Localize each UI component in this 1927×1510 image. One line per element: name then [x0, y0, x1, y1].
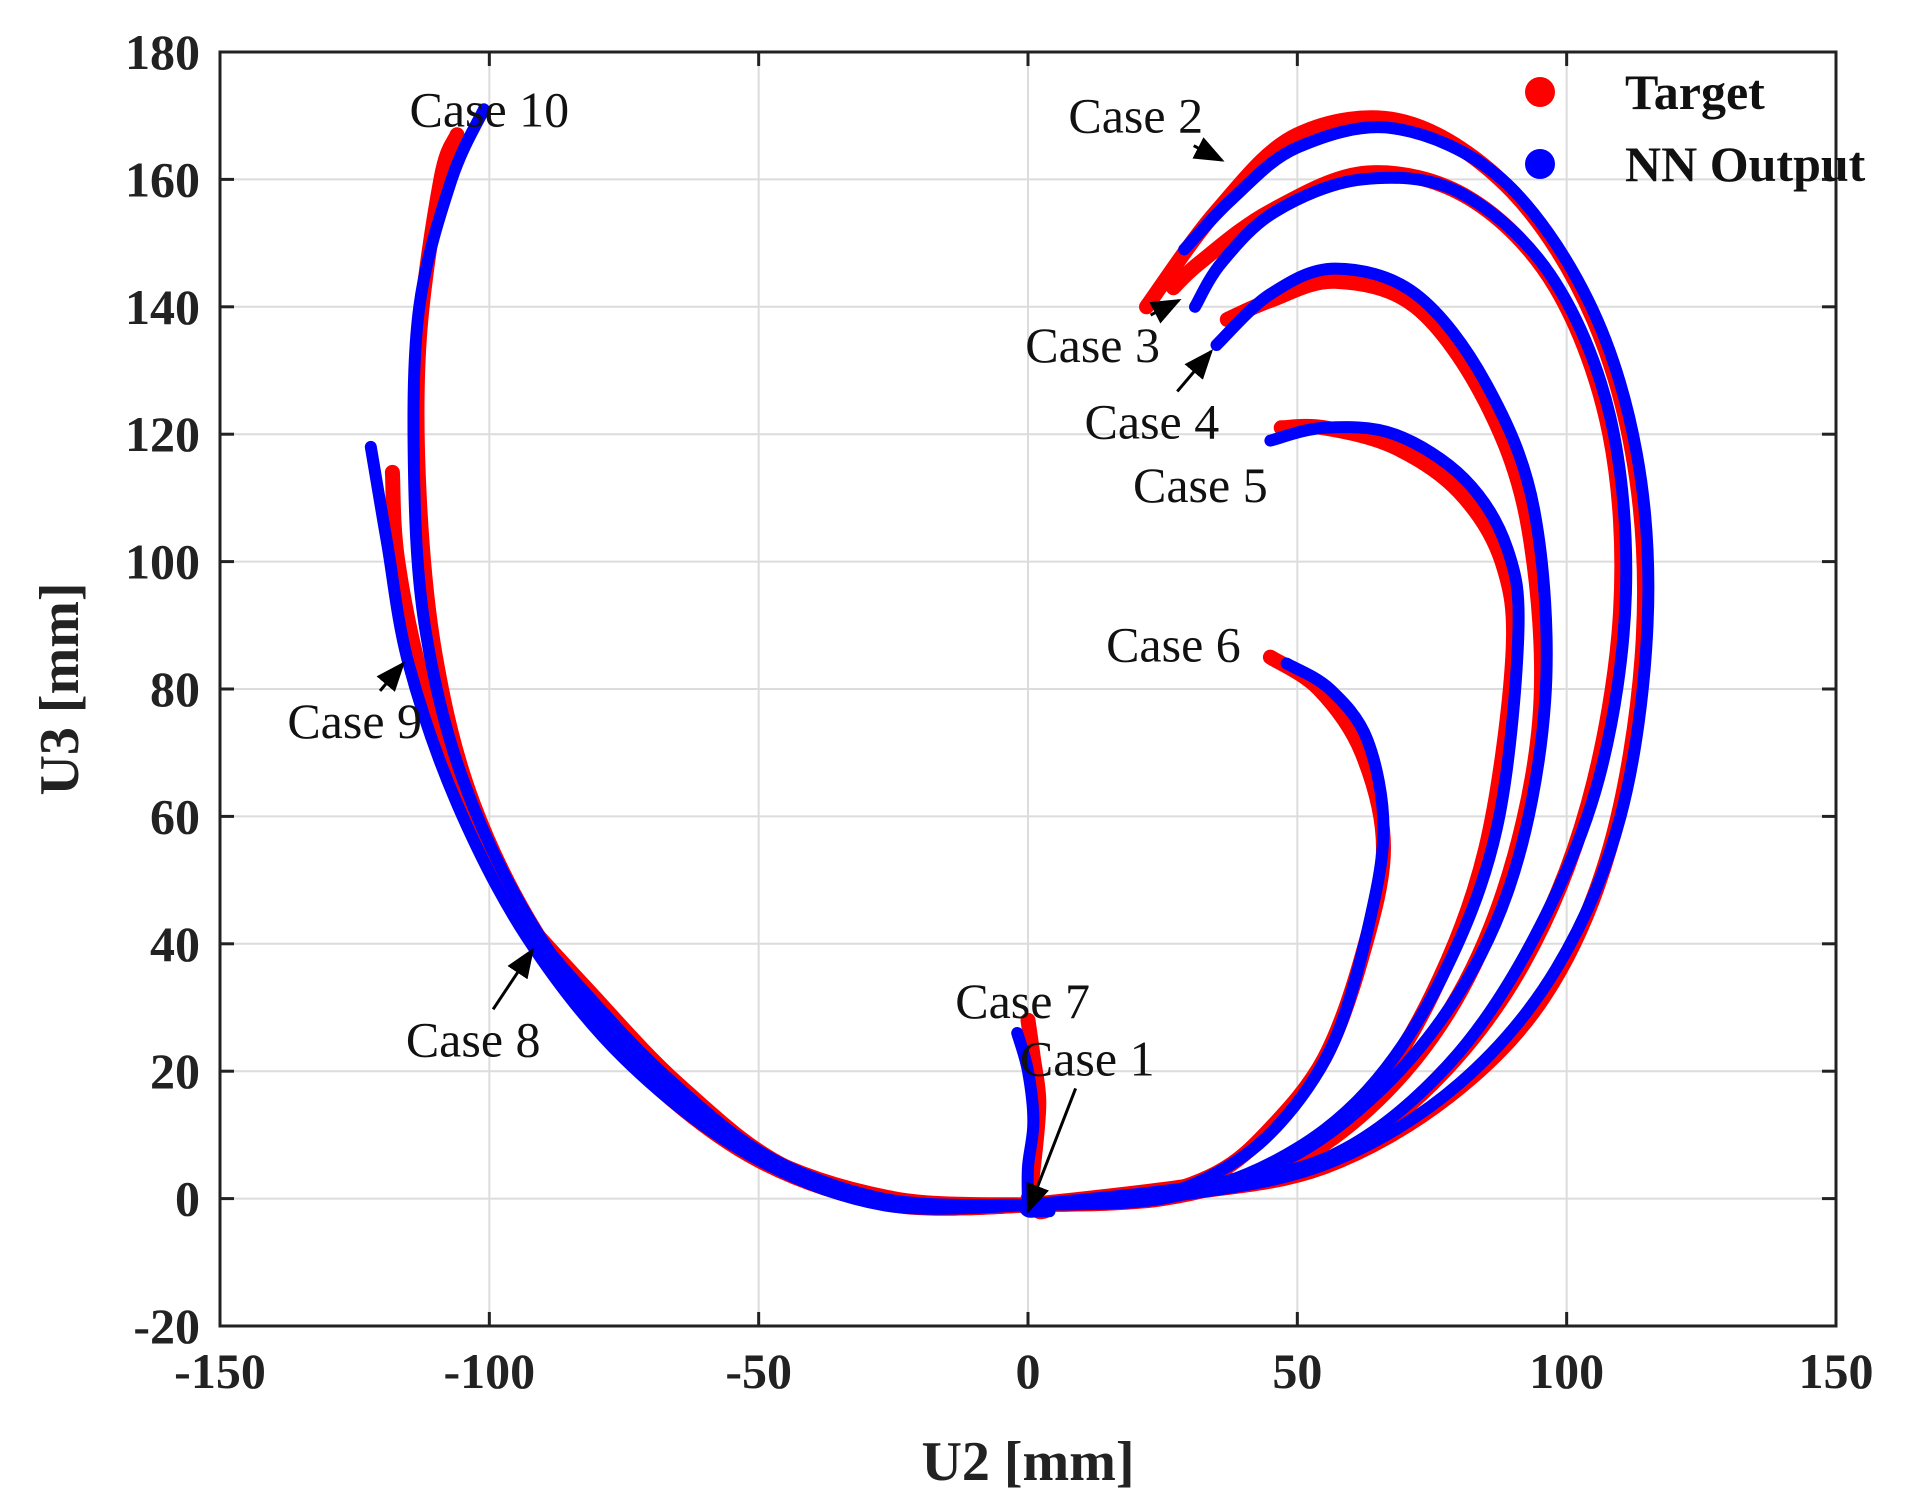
- annotation-arrow-case-1: [1026, 1087, 1078, 1215]
- annotation-case-6: Case 6: [1106, 616, 1241, 672]
- y-tick-label: 40: [150, 916, 200, 972]
- tick-labels: -150 -100 -50 0 50 100 150 -20 0 20 40 60 80 100 120 14…: [125, 24, 1874, 1399]
- y-tick-label: 20: [150, 1043, 200, 1099]
- tick-marks: [218, 50, 1838, 1328]
- x-tick-label: -50: [725, 1343, 792, 1399]
- annotation-case-5: Case 5: [1133, 457, 1268, 513]
- x-tick-label: -150: [174, 1343, 266, 1399]
- x-tick-label: 150: [1799, 1343, 1874, 1399]
- annotation-arrow-case-3: [1149, 299, 1182, 324]
- y-axis-title: U3 [mm]: [29, 582, 91, 795]
- y-tick-label: 180: [125, 24, 200, 80]
- x-tick-label: 50: [1272, 1343, 1322, 1399]
- annotation-arrow-case-4: [1176, 349, 1214, 393]
- y-tick-label: 100: [125, 534, 200, 590]
- legend-label-target: Target: [1625, 64, 1765, 120]
- annotation-case-7: Case 7: [955, 973, 1090, 1029]
- annotations: Case 10 Case 2 Case 3 Case 4 Case 5 Case 6 Cas…: [287, 81, 1268, 1215]
- annotation-case-4: Case 4: [1085, 393, 1220, 449]
- legend-label-nn-output: NN Output: [1625, 136, 1866, 192]
- legend-marker-nn-output: [1525, 149, 1555, 179]
- trajectory-case-6: [1022, 657, 1390, 1211]
- y-tick-label: 160: [125, 151, 200, 207]
- trajectory-case-7: [1011, 1027, 1040, 1211]
- annotation-case-2: Case 2: [1068, 88, 1203, 144]
- x-tick-label: 100: [1529, 1343, 1604, 1399]
- annotation-arrow-case-8: [491, 947, 535, 1011]
- legend: Target NN Output: [1525, 64, 1866, 192]
- trajectory-case-3: [1022, 171, 1633, 1211]
- annotation-case-10: Case 10: [409, 81, 569, 137]
- annotation-case-3: Case 3: [1025, 317, 1160, 373]
- y-tick-label: 60: [150, 788, 200, 844]
- trajectory-case-5: [1022, 421, 1525, 1211]
- x-axis-title: U2 [mm]: [921, 1431, 1134, 1493]
- x-tick-label: -100: [444, 1343, 536, 1399]
- y-tick-label: 80: [150, 661, 200, 717]
- y-tick-label: 120: [125, 406, 200, 462]
- x-tick-label: 0: [1016, 1343, 1041, 1399]
- series-layer: [364, 103, 1655, 1220]
- annotation-arrow-case-9: [376, 661, 406, 692]
- y-tick-label: -20: [133, 1298, 200, 1354]
- trajectory-case-10: [407, 103, 1034, 1212]
- annotation-arrow-case-2: [1192, 137, 1225, 162]
- annotation-case-1: Case 1: [1020, 1030, 1155, 1086]
- annotation-case-9: Case 9: [287, 693, 422, 749]
- series-nn-output: [364, 103, 1655, 1218]
- y-tick-label: 0: [175, 1171, 200, 1227]
- trajectory-case-9: [364, 440, 1034, 1215]
- legend-marker-target: [1525, 77, 1555, 107]
- annotation-case-8: Case 8: [406, 1011, 541, 1067]
- y-tick-label: 140: [125, 279, 200, 335]
